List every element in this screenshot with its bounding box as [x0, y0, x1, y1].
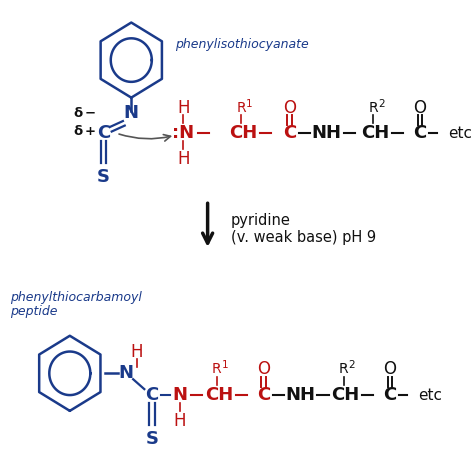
Text: N: N — [172, 386, 187, 404]
Text: H: H — [177, 98, 190, 116]
Text: CH: CH — [205, 386, 233, 404]
Text: N: N — [118, 364, 133, 382]
Text: H: H — [173, 412, 186, 430]
Text: O: O — [257, 360, 270, 378]
Text: NH: NH — [286, 386, 316, 404]
Text: etc: etc — [418, 388, 442, 403]
Text: C: C — [413, 124, 427, 142]
Text: C: C — [257, 386, 270, 404]
Text: (v. weak base) pH 9: (v. weak base) pH 9 — [231, 231, 376, 246]
Text: R: R — [212, 363, 222, 377]
Text: $\mathbf{\delta-}$: $\mathbf{\delta-}$ — [73, 106, 96, 120]
Text: H: H — [131, 343, 143, 361]
Text: C: C — [97, 124, 110, 142]
Text: C: C — [145, 386, 158, 404]
Text: R: R — [369, 101, 378, 115]
Text: S: S — [145, 430, 158, 447]
Text: O: O — [413, 98, 427, 116]
Text: S: S — [97, 168, 110, 185]
Text: pyridine: pyridine — [231, 212, 291, 228]
Text: 1: 1 — [246, 99, 253, 109]
Text: CH: CH — [229, 124, 257, 142]
Text: CH: CH — [361, 124, 389, 142]
Text: etc: etc — [448, 126, 472, 141]
Text: O: O — [383, 360, 397, 378]
Text: H: H — [177, 150, 190, 168]
Text: phenylthiocarbamoyl: phenylthiocarbamoyl — [10, 291, 142, 304]
Text: NH: NH — [312, 124, 342, 142]
Text: R: R — [237, 101, 246, 115]
Text: R: R — [339, 363, 348, 377]
Text: :N: :N — [173, 124, 194, 142]
Text: $\mathbf{\delta+}$: $\mathbf{\delta+}$ — [73, 124, 96, 138]
Text: 2: 2 — [349, 360, 355, 370]
Text: N: N — [124, 104, 139, 123]
Text: O: O — [283, 98, 296, 116]
Text: 2: 2 — [378, 99, 385, 109]
Text: CH: CH — [331, 386, 360, 404]
Text: phenylisothiocyanate: phenylisothiocyanate — [175, 38, 309, 51]
Text: peptide: peptide — [10, 305, 58, 317]
Text: C: C — [383, 386, 397, 404]
Text: C: C — [283, 124, 296, 142]
Text: 1: 1 — [222, 360, 228, 370]
